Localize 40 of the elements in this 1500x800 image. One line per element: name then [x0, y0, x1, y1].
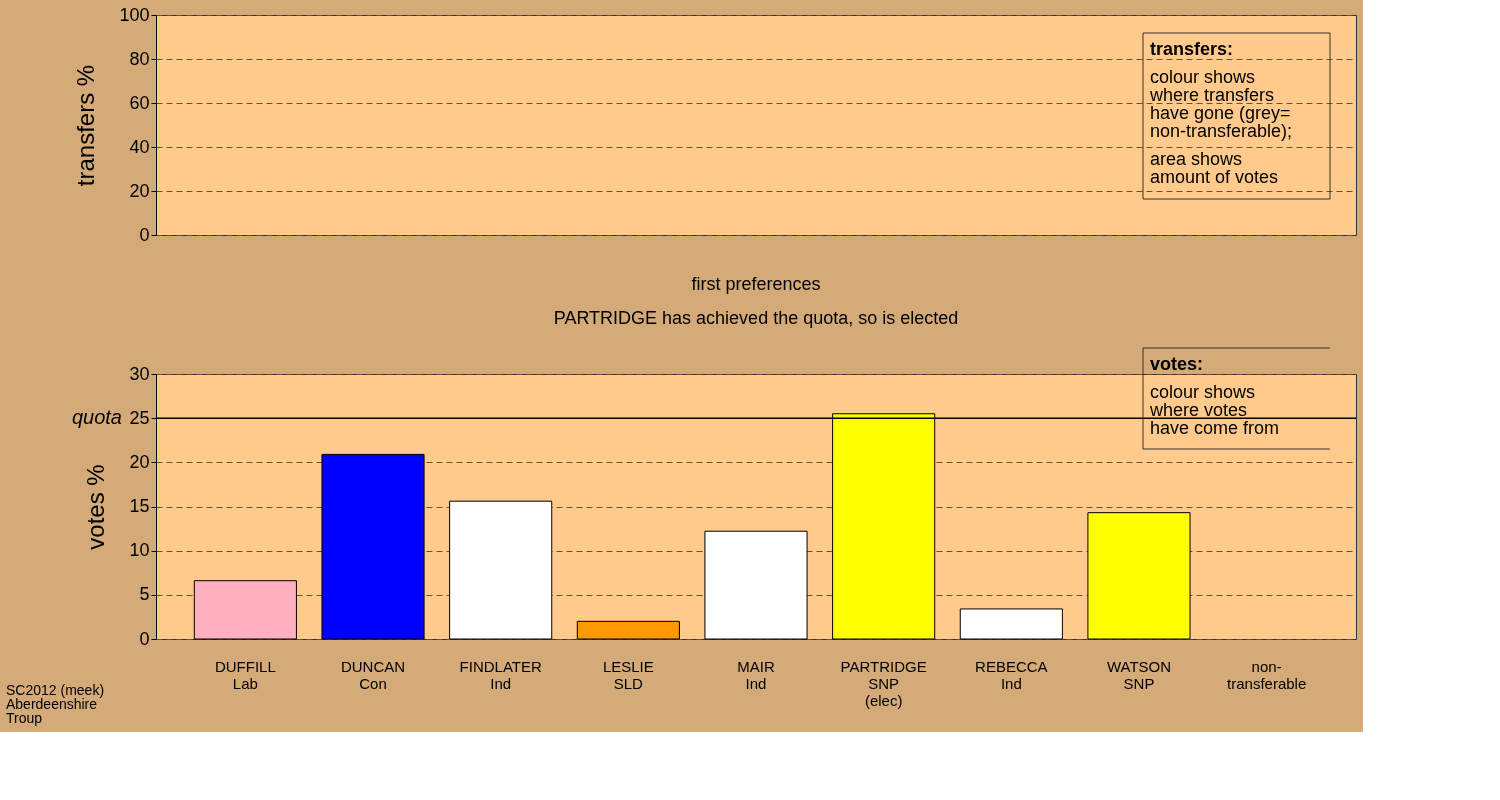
bar — [576, 620, 680, 640]
x-tick-label: MAIR Ind — [737, 657, 775, 692]
annotation: colour shows where transfers have gone (grey= non-transferable); — [1149, 67, 1293, 141]
bar — [1087, 512, 1191, 640]
chart-subtitle: PARTRIDGE has achieved the quota, so is elected — [553, 307, 959, 328]
bar — [449, 500, 553, 640]
y-axis-title: transfers % — [72, 64, 100, 187]
chart-title: first preferences — [691, 273, 821, 294]
x-tick-label: LESLIE SLD — [602, 657, 654, 692]
x-tick-label: REBECCA Ind — [975, 657, 1048, 692]
x-tick-label: non- transferable — [1227, 657, 1307, 692]
annotation: colour shows where votes have come from — [1149, 382, 1280, 438]
y-tick-label: 5 — [139, 584, 150, 605]
x-tick-label: DUNCAN Con — [340, 657, 406, 692]
y-tick-label: 80 — [129, 48, 150, 69]
y-tick-label: 60 — [129, 92, 150, 113]
y-tick-label: 0 — [139, 628, 150, 649]
text: votes: — [1150, 354, 1204, 374]
text: SC2012 (meek) Aberdeenshire Troup — [6, 682, 105, 726]
x-tick-label: WATSON SNP — [1106, 657, 1172, 692]
y-tick-label: 100 — [119, 4, 150, 25]
bar — [704, 530, 808, 640]
x-tick-label: FINDLATER Ind — [459, 657, 542, 692]
y-tick-label: 20 — [129, 451, 150, 472]
y-tick-label: 20 — [129, 180, 150, 201]
ref-line-label: quota — [71, 406, 122, 429]
x-tick-label: DUFFILL Lab — [214, 657, 276, 692]
annotation: area shows amount of votes — [1150, 149, 1279, 187]
y-tick-label: 25 — [129, 407, 150, 428]
annotation: transfers: — [1150, 39, 1234, 59]
y-tick-label: 0 — [139, 224, 150, 245]
bar — [321, 453, 425, 640]
bar — [959, 608, 1063, 640]
y-tick-label: 30 — [129, 363, 150, 384]
y-axis-title: votes % — [82, 464, 110, 550]
bar — [193, 580, 297, 640]
y-tick-label: 40 — [129, 136, 150, 157]
y-tick-label: 10 — [129, 540, 150, 561]
x-tick-label: PARTRIDGE SNP (elec) — [840, 657, 927, 709]
y-tick-label: 15 — [129, 496, 150, 516]
